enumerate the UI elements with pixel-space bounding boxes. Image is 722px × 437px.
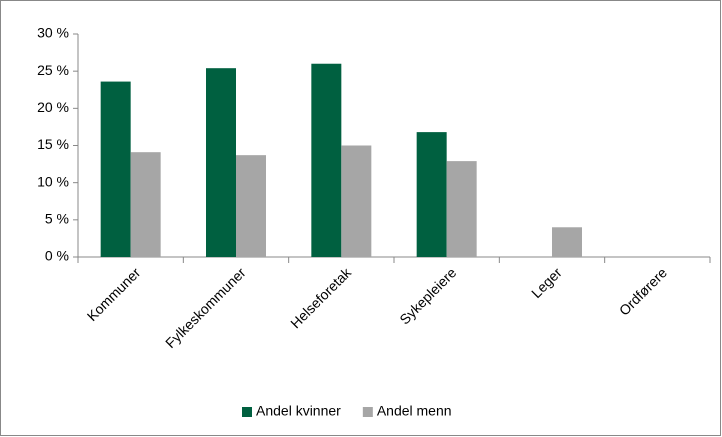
- bar: [236, 155, 266, 257]
- y-tick-label: 15 %: [37, 136, 69, 152]
- y-tick-label: 25 %: [37, 62, 69, 78]
- legend-swatch: [242, 407, 252, 417]
- bar: [130, 152, 161, 257]
- bar: [341, 145, 372, 257]
- y-tick-label: 20 %: [37, 99, 69, 115]
- y-tick-label: 10 %: [37, 173, 69, 189]
- y-tick-label: 0 %: [45, 248, 69, 264]
- bar: [100, 81, 131, 257]
- legend-label: Andel menn: [377, 403, 452, 419]
- bar: [446, 161, 477, 257]
- bar: [552, 227, 582, 257]
- y-tick-label: 5 %: [45, 211, 69, 227]
- legend-label: Andel kvinner: [256, 403, 341, 419]
- bar: [416, 132, 447, 257]
- y-tick-label: 30 %: [37, 25, 69, 41]
- legend-swatch: [362, 407, 373, 417]
- bar: [206, 68, 236, 258]
- bar: [311, 63, 342, 257]
